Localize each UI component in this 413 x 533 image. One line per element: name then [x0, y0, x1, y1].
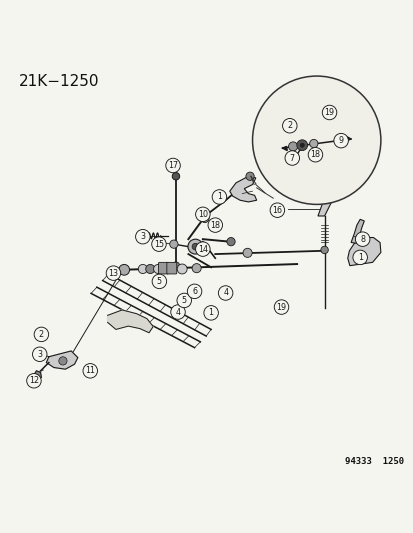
Text: 4: 4 [223, 288, 228, 297]
Circle shape [320, 246, 328, 254]
Circle shape [200, 214, 209, 223]
FancyBboxPatch shape [158, 262, 168, 274]
Text: 3: 3 [37, 350, 42, 359]
Text: 3: 3 [140, 232, 145, 241]
Circle shape [119, 264, 129, 275]
Text: 14: 14 [197, 245, 207, 254]
Circle shape [284, 151, 299, 165]
Circle shape [288, 142, 297, 151]
Circle shape [106, 266, 121, 280]
Text: 15: 15 [154, 240, 164, 248]
Circle shape [135, 229, 150, 244]
Circle shape [212, 190, 226, 204]
Polygon shape [107, 310, 153, 333]
Circle shape [187, 284, 202, 298]
Circle shape [34, 327, 49, 342]
Text: 21K−1250: 21K−1250 [19, 74, 99, 89]
Text: 8: 8 [359, 235, 364, 244]
Circle shape [195, 207, 209, 222]
Text: 18: 18 [210, 221, 220, 230]
Text: 12: 12 [29, 376, 39, 385]
Circle shape [188, 239, 202, 254]
Text: 18: 18 [310, 150, 320, 159]
Text: 19: 19 [324, 108, 334, 117]
Circle shape [282, 118, 297, 133]
Circle shape [151, 237, 166, 252]
Polygon shape [282, 147, 287, 151]
Circle shape [270, 203, 284, 217]
Text: 1: 1 [216, 192, 221, 201]
Circle shape [138, 264, 147, 273]
Polygon shape [350, 219, 363, 244]
Circle shape [153, 264, 162, 273]
Circle shape [165, 158, 180, 173]
Text: 19: 19 [276, 303, 286, 312]
Text: 17: 17 [168, 161, 178, 170]
Polygon shape [347, 238, 380, 265]
Circle shape [170, 305, 185, 319]
Polygon shape [46, 351, 78, 369]
Circle shape [299, 143, 304, 147]
Circle shape [307, 148, 322, 162]
Text: 2: 2 [287, 121, 292, 130]
Text: 2: 2 [39, 330, 44, 339]
Text: 10: 10 [197, 210, 207, 219]
Circle shape [273, 300, 288, 314]
Circle shape [245, 172, 254, 180]
Circle shape [83, 364, 97, 378]
Text: 5: 5 [181, 296, 186, 305]
Circle shape [333, 133, 347, 148]
Circle shape [354, 232, 369, 246]
Circle shape [195, 242, 209, 256]
Text: 16: 16 [272, 206, 282, 215]
Circle shape [309, 140, 317, 148]
Polygon shape [229, 176, 256, 202]
Polygon shape [317, 198, 330, 216]
Circle shape [177, 264, 187, 274]
Text: 1: 1 [357, 253, 362, 262]
Circle shape [172, 262, 179, 269]
Circle shape [322, 105, 336, 120]
Text: 9: 9 [338, 136, 343, 145]
Circle shape [352, 250, 367, 265]
Circle shape [32, 347, 47, 361]
Text: 7: 7 [289, 154, 294, 163]
FancyBboxPatch shape [166, 262, 176, 274]
Circle shape [242, 248, 252, 257]
Text: 1: 1 [208, 309, 213, 317]
Circle shape [207, 218, 222, 232]
Circle shape [26, 374, 41, 388]
Circle shape [192, 244, 198, 250]
Circle shape [296, 140, 307, 151]
Circle shape [145, 264, 154, 273]
Text: 94333  1250: 94333 1250 [344, 457, 403, 466]
Circle shape [226, 238, 235, 246]
Circle shape [252, 76, 380, 204]
Circle shape [177, 293, 191, 308]
Polygon shape [34, 371, 41, 379]
Circle shape [172, 173, 179, 180]
Polygon shape [345, 136, 350, 141]
Text: 13: 13 [108, 269, 118, 278]
Circle shape [218, 286, 233, 300]
Circle shape [152, 274, 166, 289]
Circle shape [192, 264, 201, 273]
Circle shape [169, 240, 178, 248]
Text: 6: 6 [192, 287, 197, 296]
Text: 11: 11 [85, 366, 95, 375]
Circle shape [59, 357, 67, 365]
Text: 4: 4 [175, 308, 180, 317]
Circle shape [203, 305, 218, 320]
Text: 5: 5 [157, 277, 161, 286]
